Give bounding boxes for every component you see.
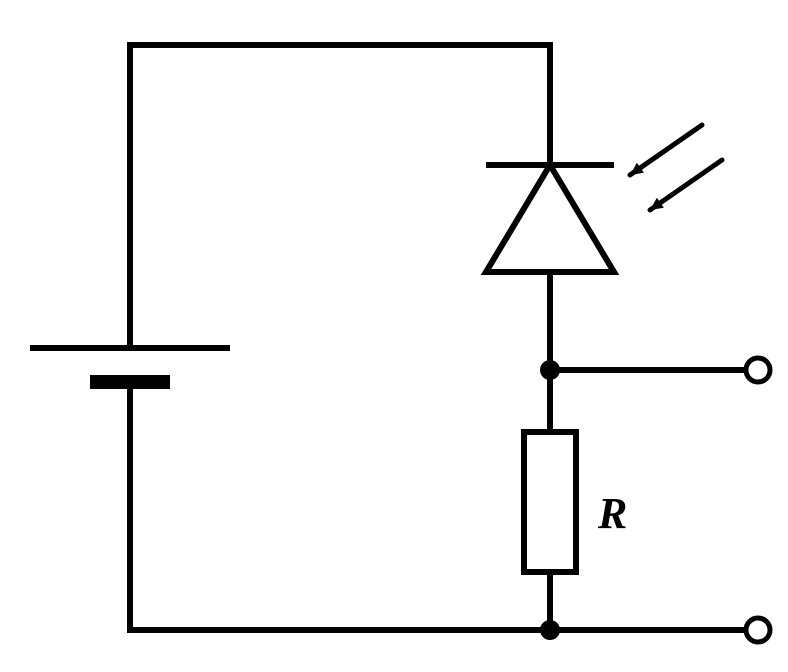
circuit-diagram <box>0 0 788 672</box>
resistor-label: R <box>598 488 627 539</box>
